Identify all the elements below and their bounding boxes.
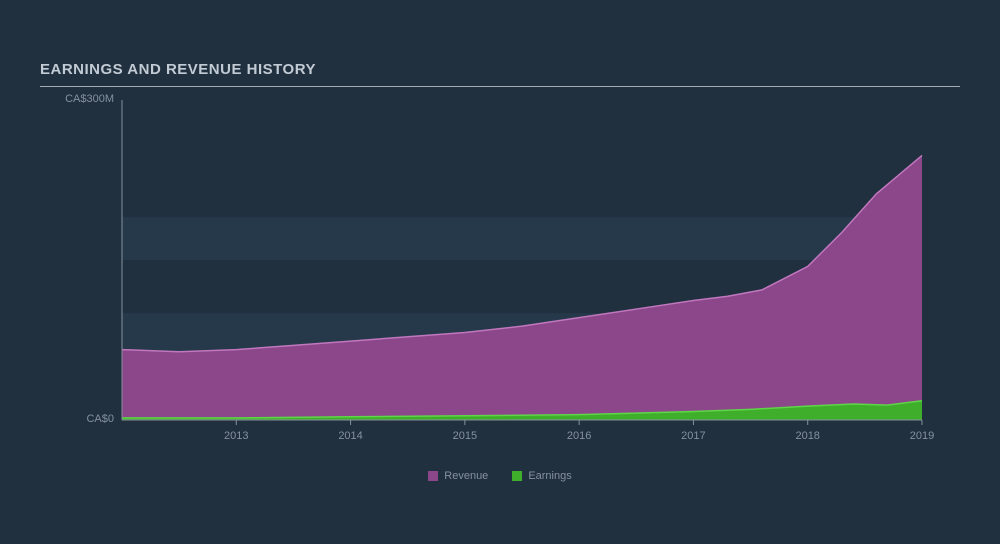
area-revenue [122, 155, 922, 420]
legend-item-earnings: Earnings [512, 470, 571, 482]
legend-label: Revenue [444, 470, 488, 482]
y-tick-label: CA$0 [0, 413, 114, 425]
x-tick-label: 2018 [783, 430, 833, 442]
legend-swatch [512, 471, 522, 481]
x-tick-label: 2017 [668, 430, 718, 442]
x-tick-label: 2014 [326, 430, 376, 442]
legend-label: Earnings [528, 470, 571, 482]
x-tick-label: 2019 [897, 430, 947, 442]
x-tick-label: 2016 [554, 430, 604, 442]
y-tick-label: CA$300M [0, 93, 114, 105]
area-chart [0, 0, 1000, 544]
x-tick-label: 2013 [211, 430, 261, 442]
chart-legend: Revenue Earnings [0, 470, 1000, 482]
x-tick-label: 2015 [440, 430, 490, 442]
legend-swatch [428, 471, 438, 481]
legend-item-revenue: Revenue [428, 470, 488, 482]
grid-band [122, 217, 922, 260]
